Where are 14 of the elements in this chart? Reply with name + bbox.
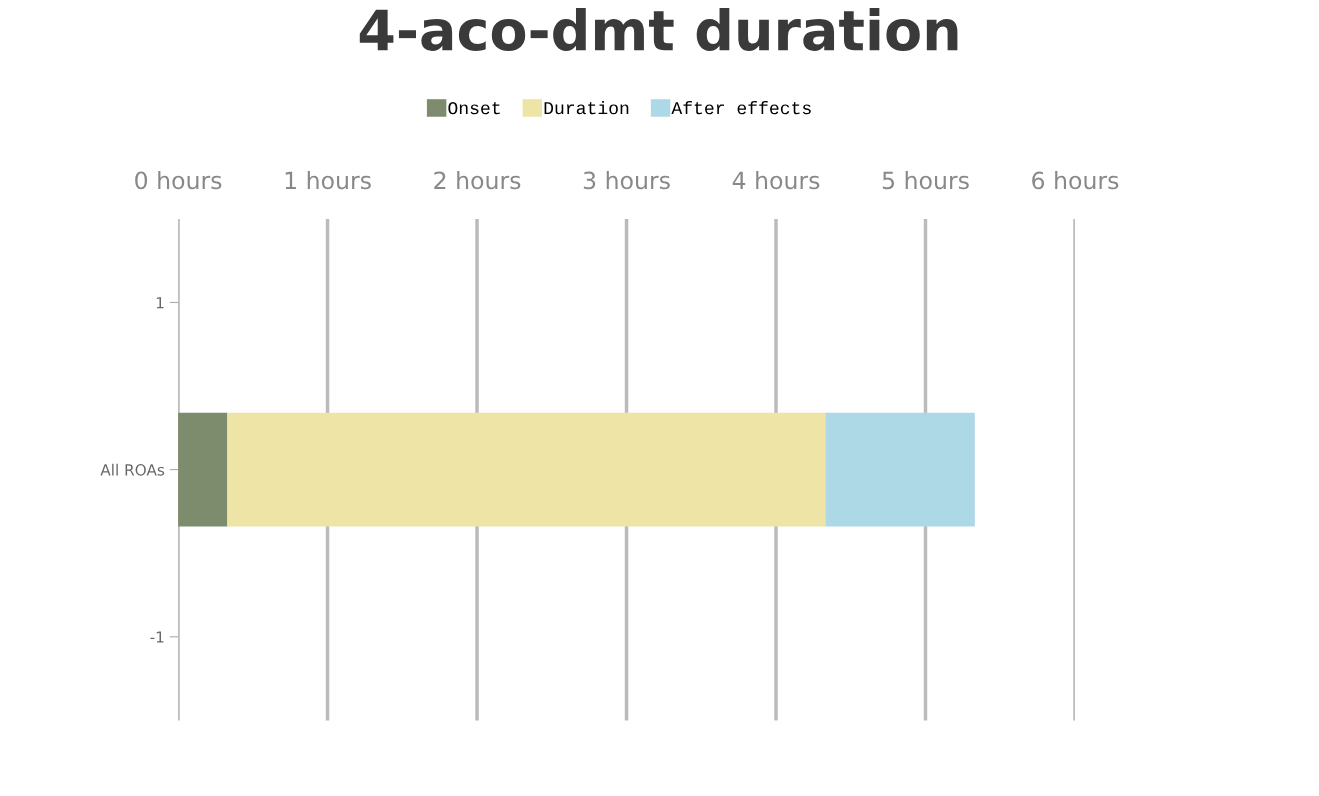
x-tick-label: 6 hours (1032, 171, 1119, 190)
x-tick-label: 5 hours (882, 171, 969, 190)
x-tick-label: 2 hours (434, 171, 521, 190)
y-tick-label: All ROAs (100, 463, 165, 476)
legend-label: Duration (544, 101, 629, 115)
legend-label: Onset (448, 102, 500, 115)
x-tick-label: 0 hours (135, 171, 222, 190)
x-tick-label: 3 hours (583, 171, 670, 190)
x-tick-label: 4 hours (732, 171, 820, 190)
legend-label: After effects (671, 101, 811, 115)
x-tick-label: 1 hours (285, 171, 371, 190)
y-tick-label: -1 (150, 631, 164, 643)
chart-title: 4-aco-dmt duration (359, 7, 958, 51)
y-tick-label: 1 (156, 297, 164, 309)
